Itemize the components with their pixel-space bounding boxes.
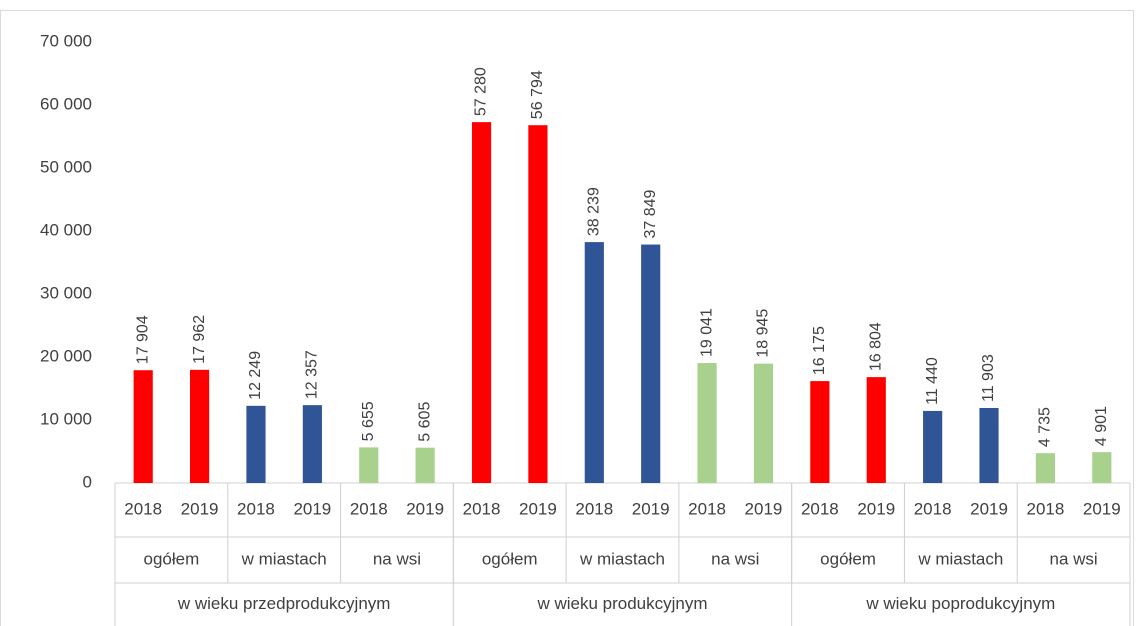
value-label: 5 605 [416,402,433,442]
bar [528,125,548,483]
subgroup-label: ogółem [144,549,200,568]
y-tick-label: 30 000 [40,283,92,302]
subgroup-label: w miastach [241,549,327,568]
y-tick-label: 20 000 [40,346,92,365]
bar [189,369,210,483]
x-tick-label: 2018 [1027,499,1065,518]
y-tick-label: 0 [83,472,92,491]
value-label: 38 239 [586,187,603,236]
subgroup-label: na wsi [711,549,759,568]
y-tick-label: 70 000 [40,31,92,50]
value-label: 5 655 [360,401,377,441]
value-label: 19 041 [698,308,715,357]
bar [133,370,153,483]
x-tick-label: 2018 [688,499,726,518]
bar [641,244,661,483]
value-label: 11 903 [980,354,997,402]
bar [415,447,435,483]
x-tick-label: 2019 [406,499,444,518]
group-label: w wieku przedprodukcyjnym [177,594,391,613]
bar [866,377,886,483]
x-tick-label: 2019 [519,499,557,518]
chart-frame [0,10,1134,626]
subgroup-label: na wsi [1050,549,1098,568]
group-label: w wieku produkcyjnym [536,594,707,613]
value-label: 16 175 [811,326,828,375]
subgroup-label: ogółem [482,549,538,568]
value-label: 12 249 [247,351,264,400]
x-tick-label: 2018 [463,499,501,518]
subgroup-label: w miastach [917,549,1003,568]
bar [923,410,943,483]
subgroup-label: na wsi [373,549,421,568]
y-tick-label: 10 000 [40,409,92,428]
value-label: 16 804 [867,322,884,371]
x-tick-label: 2018 [237,499,275,518]
value-label: 57 280 [473,67,490,116]
x-tick-label: 2018 [124,499,162,518]
bar [359,447,379,483]
value-label: 11 440 [924,357,941,405]
x-tick-label: 2019 [632,499,670,518]
x-tick-label: 2019 [1083,499,1121,518]
x-tick-label: 2018 [575,499,613,518]
x-tick-label: 2019 [181,499,219,518]
subgroup-label: w miastach [579,549,665,568]
value-label: 56 794 [529,70,546,119]
x-tick-label: 2018 [914,499,952,518]
bar [1092,452,1112,483]
bar [246,405,266,483]
value-label: 37 849 [642,190,659,239]
bar [979,408,999,483]
x-tick-label: 2018 [801,499,839,518]
value-label: 12 357 [304,350,321,399]
value-label: 4 901 [1093,406,1110,446]
bar [302,405,322,483]
bar [753,363,774,483]
bar [697,363,717,483]
y-tick-label: 50 000 [40,157,92,176]
subgroup-label: ogółem [820,549,876,568]
bar [1035,453,1056,483]
bar [584,242,604,483]
value-label: 18 945 [755,309,772,358]
bar [810,381,830,483]
x-tick-label: 2019 [745,499,783,518]
value-label: 17 904 [134,315,151,364]
value-label: 17 962 [191,315,208,364]
bar [471,122,492,484]
x-tick-label: 2018 [350,499,388,518]
value-label: 4 735 [1037,407,1054,447]
x-tick-label: 2019 [293,499,331,518]
group-label: w wieku poprodukcyjnym [865,594,1055,613]
x-tick-label: 2019 [857,499,895,518]
y-tick-label: 60 000 [40,94,92,113]
x-tick-label: 2019 [970,499,1008,518]
y-tick-label: 40 000 [40,220,92,239]
